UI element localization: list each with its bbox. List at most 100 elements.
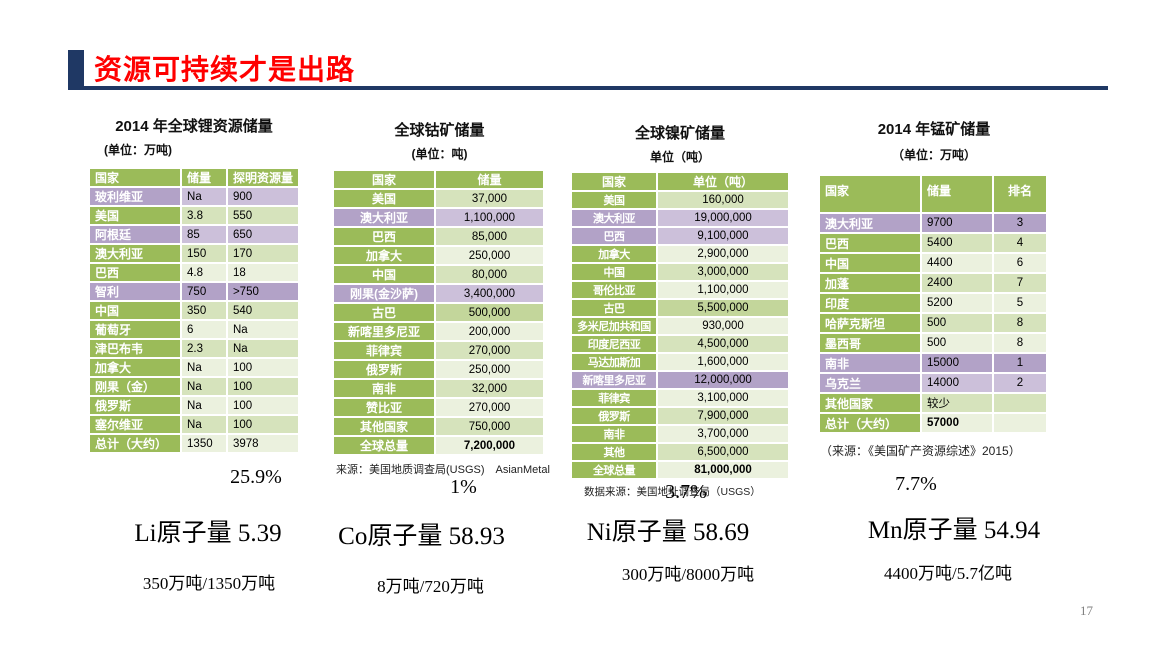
value-cell: 4,500,000: [658, 336, 788, 352]
table-row: 澳大利亚 9700 3: [820, 214, 1046, 232]
header-unit: 单位（吨）: [658, 173, 788, 190]
cobalt-column: 全球钴矿储量 (单位：吨) 国家 储量 美国 37,000 澳大利亚 1,100,00…: [332, 110, 550, 596]
value-cell: 500: [922, 334, 992, 352]
country-cell: 澳大利亚: [572, 210, 656, 226]
nickel-table: 国家 单位（吨） 美国 160,000 澳大利亚 19,000,000 巴西 9,100,…: [570, 171, 790, 480]
table-row: 澳大利亚 19,000,000: [572, 210, 788, 226]
value-cell: 8: [994, 334, 1046, 352]
lithium-table-title: 2014 年全球锂资源储量: [115, 118, 273, 135]
country-cell: 古巴: [334, 304, 434, 321]
cobalt-table-unit: (单位：吨): [411, 147, 468, 161]
value-cell: Na: [182, 378, 226, 395]
value-cell: 270,000: [436, 399, 543, 416]
table-row: 全球总量 81,000,000: [572, 462, 788, 478]
country-cell: 刚果（金）: [90, 378, 181, 395]
lithium-share-percentage: 25.9%: [230, 466, 282, 488]
value-cell: 3,000,000: [658, 264, 788, 280]
table-row: 美国 37,000: [334, 190, 543, 207]
country-cell: 美国: [572, 192, 656, 208]
table-row: 智利 750 >750: [90, 283, 298, 300]
table-row: 墨西哥 500 8: [820, 334, 1046, 352]
country-cell: 南非: [334, 380, 434, 397]
value-cell: 14000: [922, 374, 992, 392]
country-cell: 俄罗斯: [334, 361, 434, 378]
table-row: 中国 80,000: [334, 266, 543, 283]
table-row: 其他 6,500,000: [572, 444, 788, 460]
table-row: 美国 160,000: [572, 192, 788, 208]
country-cell: 加拿大: [334, 247, 434, 264]
title-accent-bar: [68, 50, 84, 90]
value-cell: 12,000,000: [658, 372, 788, 388]
table-row: 葡萄牙 6 Na: [90, 321, 298, 338]
country-cell: 其他国家: [334, 418, 434, 435]
country-cell: 南非: [820, 354, 920, 372]
country-cell: 南非: [572, 426, 656, 442]
header-proven: 探明资源量: [227, 169, 298, 186]
table-row: 刚果（金） Na 100: [90, 378, 298, 395]
country-cell: 古巴: [572, 300, 656, 316]
nickel-reserve-ratio: 300万吨/8000万吨: [621, 565, 755, 584]
country-cell: 其他: [572, 444, 656, 460]
table-row: 玻利维亚 Na 900: [90, 188, 298, 205]
country-cell: 葡萄牙: [90, 321, 181, 338]
country-cell: 菲律宾: [334, 342, 434, 359]
value-cell: 2400: [922, 274, 992, 292]
table-row: 印度 5200 5: [820, 294, 1046, 312]
value-cell: 7,900,000: [658, 408, 788, 424]
country-cell: 巴西: [334, 228, 434, 245]
nickel-table-unit: 单位（吨）: [649, 150, 710, 164]
country-cell: 其他国家: [820, 394, 920, 412]
lithium-column: 2014 年全球锂资源储量 (单位：万吨) 国家 储量 探明资源量 玻利维亚 Na…: [88, 110, 300, 593]
country-cell: 全球总量: [572, 462, 656, 478]
table-row: 其他国家 750,000: [334, 418, 543, 435]
value-cell: 2: [994, 374, 1046, 392]
value-cell: 19,000,000: [658, 210, 788, 226]
country-cell: 中国: [90, 302, 181, 319]
value-cell: Na: [227, 321, 298, 338]
header-country: 国家: [572, 173, 656, 190]
value-cell: 150: [182, 245, 226, 262]
lithium-atomic-weight: Li原子量 5.39: [134, 520, 282, 547]
table-row: 巴西 4.8 18: [90, 264, 298, 281]
value-cell: 较少: [922, 394, 992, 412]
country-cell: 多米尼加共和国: [572, 318, 656, 334]
header-reserves: 储量: [922, 176, 992, 212]
table-row: 哈萨克斯坦 500 8: [820, 314, 1046, 332]
lithium-reserve-ratio: 350万吨/1350万吨: [142, 574, 276, 593]
country-cell: 塞尔维亚: [90, 416, 181, 433]
table-row: 加拿大 250,000: [334, 247, 543, 264]
nickel-column: 全球镍矿储量 单位（吨） 国家 单位（吨） 美国 160,000 澳大利亚 19,00…: [570, 110, 790, 584]
value-cell: 3,700,000: [658, 426, 788, 442]
table-header-row: 国家 储量 探明资源量: [90, 169, 298, 186]
value-cell: 350: [182, 302, 226, 319]
value-cell: 80,000: [436, 266, 543, 283]
lithium-table-unit: (单位：万吨): [104, 143, 172, 157]
value-cell: 930,000: [658, 318, 788, 334]
table-row: 古巴 500,000: [334, 304, 543, 321]
cobalt-atomic-weight: Co原子量 58.93: [338, 523, 505, 550]
value-cell: 250,000: [436, 247, 543, 264]
table-row: 新喀里多尼亚 12,000,000: [572, 372, 788, 388]
country-cell: 玻利维亚: [90, 188, 181, 205]
value-cell: 1350: [182, 435, 226, 452]
country-cell: 新喀里多尼亚: [572, 372, 656, 388]
value-cell: 200,000: [436, 323, 543, 340]
value-cell: 5200: [922, 294, 992, 312]
country-cell: 印度: [820, 294, 920, 312]
table-row: 马达加斯加 1,600,000: [572, 354, 788, 370]
country-cell: 中国: [572, 264, 656, 280]
value-cell: 9,100,000: [658, 228, 788, 244]
value-cell: >750: [227, 283, 298, 300]
table-row: 加拿大 2,900,000: [572, 246, 788, 262]
manganese-share-percentage: 7.7%: [895, 473, 937, 495]
cobalt-table-title: 全球钴矿储量: [394, 122, 485, 139]
value-cell: 2.3: [182, 340, 226, 357]
value-cell: 37,000: [436, 190, 543, 207]
table-row: 加拿大 Na 100: [90, 359, 298, 376]
table-row: 巴西 5400 4: [820, 234, 1046, 252]
value-cell: 81,000,000: [658, 462, 788, 478]
table-row: 南非 32,000: [334, 380, 543, 397]
value-cell: 8: [994, 314, 1046, 332]
value-cell: 1: [994, 354, 1046, 372]
table-row: 巴西 85,000: [334, 228, 543, 245]
